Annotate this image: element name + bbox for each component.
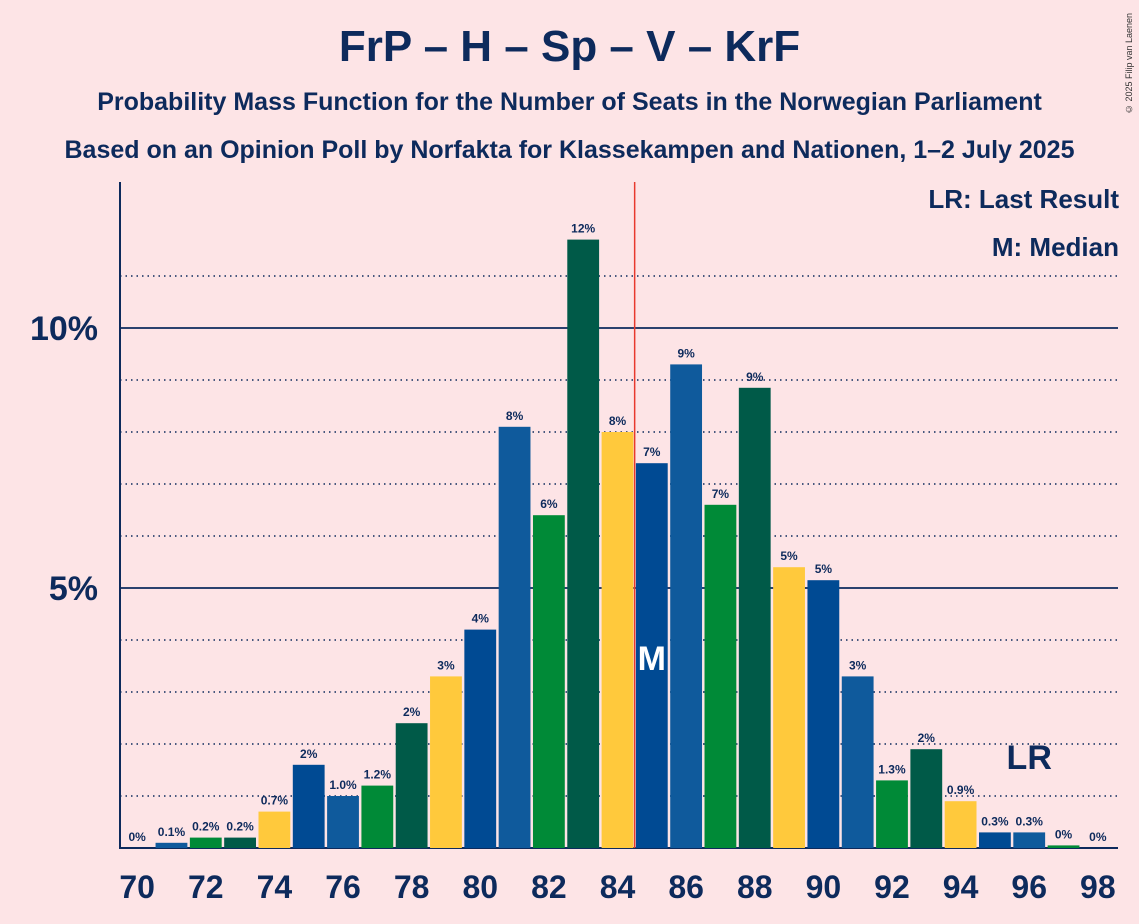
bar-seat-84 bbox=[601, 432, 634, 848]
legend-median: M: Median bbox=[991, 232, 1119, 262]
bar-seat-81 bbox=[498, 426, 531, 848]
chart-source: Based on an Opinion Poll by Norfakta for… bbox=[64, 136, 1075, 164]
bar-seat-94 bbox=[944, 801, 977, 848]
bar-seat-82 bbox=[532, 515, 565, 848]
bar-value-label: 0.1% bbox=[158, 825, 186, 839]
bar-seat-92 bbox=[876, 780, 908, 848]
bar-seat-87 bbox=[704, 504, 737, 848]
bar-value-label: 0.2% bbox=[192, 820, 220, 834]
bar-value-label: 4% bbox=[472, 612, 490, 626]
bar-seat-93 bbox=[910, 749, 943, 848]
x-tick-label: 90 bbox=[806, 869, 842, 905]
bar-seat-89 bbox=[773, 567, 805, 848]
last-result-marker: LR bbox=[1007, 739, 1052, 777]
bar-value-label: 0% bbox=[1089, 830, 1107, 844]
x-tick-label: 98 bbox=[1080, 869, 1116, 905]
bar-value-label: 2% bbox=[300, 747, 318, 761]
bar-seat-95 bbox=[979, 832, 1011, 848]
y-tick-label: 10% bbox=[30, 310, 98, 348]
x-tick-label: 72 bbox=[188, 869, 224, 905]
bar-value-label: 7% bbox=[643, 445, 661, 459]
x-tick-label: 84 bbox=[600, 869, 636, 905]
x-tick-label: 78 bbox=[394, 869, 430, 905]
x-tick-label: 82 bbox=[531, 869, 567, 905]
bar-seat-83 bbox=[567, 239, 600, 849]
bar-value-label: 0.2% bbox=[226, 820, 254, 834]
bar-value-label: 2% bbox=[403, 705, 421, 719]
bar-value-label: 0.7% bbox=[261, 794, 289, 808]
bar-value-label: 2% bbox=[918, 731, 936, 745]
x-tick-label: 92 bbox=[874, 869, 910, 905]
bar-seat-90 bbox=[807, 580, 840, 848]
x-tick-label: 86 bbox=[668, 869, 704, 905]
bar-value-label: 5% bbox=[780, 549, 798, 563]
bar-seat-79 bbox=[430, 676, 462, 848]
bar-seat-86 bbox=[670, 364, 703, 848]
legend-last-result: LR: Last Result bbox=[928, 184, 1119, 214]
bar-value-label: 1.3% bbox=[878, 762, 906, 776]
bar-value-label: 9% bbox=[746, 370, 764, 384]
bar-value-label: 7% bbox=[712, 487, 730, 501]
bar-value-label: 6% bbox=[540, 497, 558, 511]
bar-seat-96 bbox=[1013, 832, 1046, 848]
bar-value-label: 5% bbox=[815, 562, 833, 576]
x-tick-label: 76 bbox=[325, 869, 361, 905]
bar-seat-71 bbox=[155, 842, 188, 848]
bar-seat-74 bbox=[258, 811, 291, 848]
bar-seat-78 bbox=[395, 723, 428, 848]
bar-value-label: 0.3% bbox=[1016, 814, 1044, 828]
bar-seat-88 bbox=[738, 387, 771, 848]
x-tick-label: 88 bbox=[737, 869, 773, 905]
bar-value-label: 8% bbox=[506, 409, 524, 423]
x-tick-label: 80 bbox=[462, 869, 498, 905]
bar-value-label: 0.9% bbox=[947, 783, 975, 797]
bar-value-label: 0% bbox=[128, 830, 146, 844]
median-marker: M bbox=[638, 640, 666, 678]
bar-seat-85 bbox=[635, 463, 668, 848]
x-tick-label: 70 bbox=[119, 869, 155, 905]
bar-seat-80 bbox=[464, 629, 497, 848]
y-tick-label: 5% bbox=[49, 570, 98, 608]
bar-value-label: 12% bbox=[571, 222, 595, 236]
bar-value-label: 0.3% bbox=[981, 814, 1009, 828]
bar-seat-75 bbox=[292, 764, 325, 848]
bar-value-label: 3% bbox=[437, 658, 455, 672]
bar-value-label: 9% bbox=[677, 346, 695, 360]
bar-seat-73 bbox=[224, 837, 256, 848]
bar-value-label: 1.0% bbox=[329, 778, 357, 792]
bar-value-label: 0% bbox=[1055, 827, 1073, 841]
bar-value-label: 8% bbox=[609, 414, 627, 428]
bar-seat-76 bbox=[327, 796, 359, 848]
chart-title: FrP – H – Sp – V – KrF bbox=[338, 22, 801, 71]
x-tick-label: 96 bbox=[1011, 869, 1047, 905]
bar-seat-77 bbox=[361, 785, 394, 848]
bar-value-label: 3% bbox=[849, 658, 867, 672]
bar-seat-97 bbox=[1047, 845, 1080, 848]
bar-seat-91 bbox=[841, 676, 874, 848]
chart-subtitle: Probability Mass Function for the Number… bbox=[97, 88, 1042, 116]
bar-seat-72 bbox=[189, 837, 222, 848]
x-tick-label: 74 bbox=[257, 869, 293, 905]
bar-value-label: 1.2% bbox=[364, 768, 392, 782]
x-tick-label: 94 bbox=[943, 869, 979, 905]
